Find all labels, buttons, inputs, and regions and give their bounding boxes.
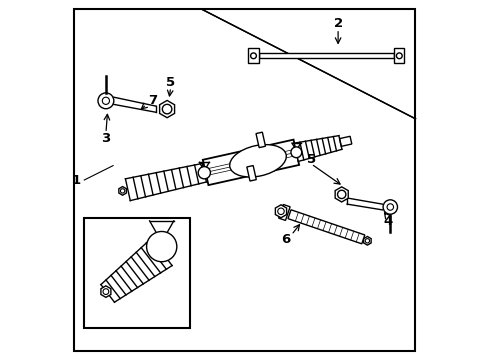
Polygon shape: [114, 97, 156, 112]
Bar: [84, 218, 190, 328]
Circle shape: [98, 93, 114, 109]
Polygon shape: [346, 198, 382, 210]
Polygon shape: [119, 186, 126, 195]
Circle shape: [365, 239, 369, 243]
Circle shape: [146, 231, 177, 262]
Polygon shape: [101, 286, 111, 297]
Text: 3: 3: [101, 132, 110, 145]
Circle shape: [396, 53, 401, 59]
Circle shape: [103, 289, 108, 294]
Polygon shape: [287, 210, 364, 244]
Polygon shape: [256, 132, 265, 148]
Circle shape: [120, 189, 124, 193]
Bar: [248, 48, 258, 63]
Bar: [393, 48, 404, 63]
Polygon shape: [334, 187, 347, 202]
Polygon shape: [125, 163, 206, 201]
Circle shape: [386, 204, 393, 210]
Circle shape: [337, 190, 345, 199]
Polygon shape: [339, 136, 351, 147]
Circle shape: [250, 53, 256, 59]
Circle shape: [382, 200, 397, 214]
Polygon shape: [203, 140, 299, 185]
Polygon shape: [246, 166, 256, 181]
Text: 5: 5: [166, 76, 175, 89]
Circle shape: [102, 97, 109, 104]
Polygon shape: [258, 53, 393, 58]
Text: 7: 7: [148, 94, 157, 107]
Text: 1: 1: [71, 174, 81, 186]
Polygon shape: [275, 205, 286, 218]
Polygon shape: [159, 100, 174, 118]
Ellipse shape: [229, 145, 286, 177]
Circle shape: [198, 167, 210, 179]
Polygon shape: [278, 204, 289, 220]
Text: 5: 5: [306, 153, 315, 166]
Circle shape: [162, 104, 171, 114]
Text: 4: 4: [383, 215, 392, 228]
Text: 6: 6: [281, 233, 290, 246]
Polygon shape: [363, 237, 370, 245]
Polygon shape: [294, 136, 341, 161]
Circle shape: [277, 208, 284, 215]
Circle shape: [290, 147, 301, 158]
Polygon shape: [101, 238, 172, 302]
Text: 2: 2: [333, 17, 342, 30]
